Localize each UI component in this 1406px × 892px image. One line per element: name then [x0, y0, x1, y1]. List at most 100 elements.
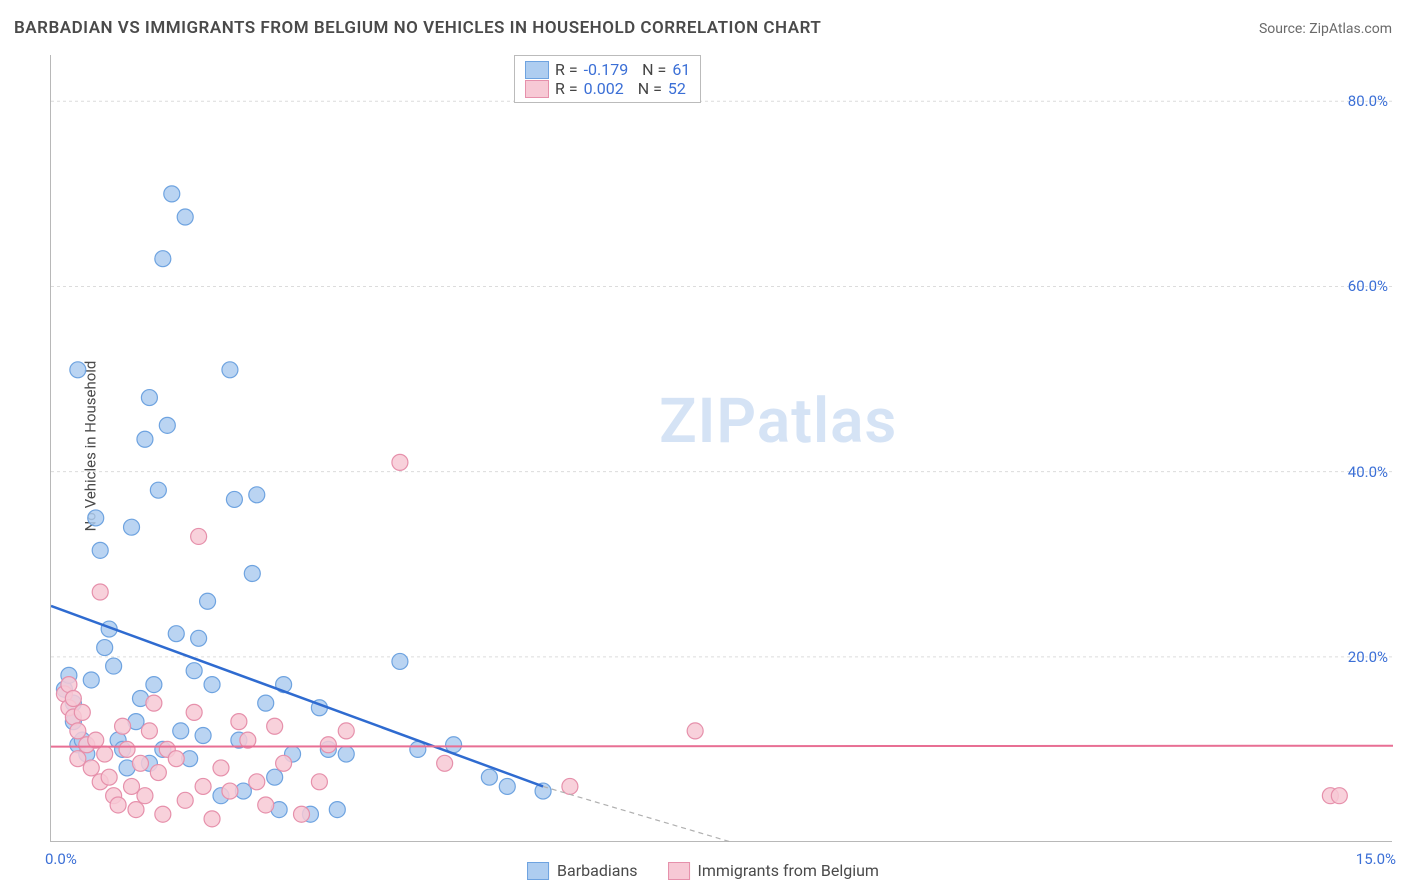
barbadians-point	[195, 728, 211, 744]
barbadians-point	[141, 390, 157, 406]
barbadians-point	[392, 653, 408, 669]
stats-box: R = -0.179 N = 61R = 0.002 N = 52	[514, 55, 701, 103]
belgium-point	[168, 751, 184, 767]
stats-row-barbadians: R = -0.179 N = 61	[525, 60, 690, 79]
belgium-point	[97, 746, 113, 762]
y-tick-label: 40.0%	[1348, 463, 1388, 481]
barbadians-point	[88, 510, 104, 526]
stat-r-value: -0.179	[584, 60, 629, 79]
y-tick-label: 80.0%	[1348, 92, 1388, 110]
barbadians-point	[159, 417, 175, 433]
barbadians-point	[97, 640, 113, 656]
barbadians-point	[92, 542, 108, 558]
belgium-point	[177, 792, 193, 808]
stats-row-belgium: R = 0.002 N = 52	[525, 79, 690, 98]
barbadians-point	[124, 519, 140, 535]
belgium-legend-swatch-icon	[668, 862, 690, 880]
belgium-point	[155, 806, 171, 822]
barbadians-point	[329, 802, 345, 818]
belgium-point	[132, 755, 148, 771]
barbadians-point	[146, 677, 162, 693]
barbadians-point	[164, 186, 180, 202]
x-tick-label: 15.0%	[1356, 850, 1396, 868]
belgium-point	[146, 695, 162, 711]
barbadians-point	[177, 209, 193, 225]
legend-item-barbadians: Barbadians	[527, 861, 638, 880]
belgium-point	[267, 718, 283, 734]
belgium-point	[65, 690, 81, 706]
barbadians-point	[258, 695, 274, 711]
belgium-point	[124, 778, 140, 794]
belgium-swatch-icon	[525, 80, 549, 98]
legend-item-belgium: Immigrants from Belgium	[668, 861, 879, 880]
plot-area: ZIPatlas R = -0.179 N = 61R = 0.002 N = …	[50, 55, 1392, 842]
belgium-point	[249, 774, 265, 790]
belgium-point	[258, 797, 274, 813]
stat-r-value: 0.002	[584, 79, 624, 98]
barbadians-point	[249, 487, 265, 503]
chart-title: BARBADIAN VS IMMIGRANTS FROM BELGIUM NO …	[14, 18, 821, 38]
legend-label: Immigrants from Belgium	[698, 861, 879, 880]
barbadians-point	[204, 677, 220, 693]
chart-header: BARBADIAN VS IMMIGRANTS FROM BELGIUM NO …	[14, 18, 1392, 38]
barbadians-point	[499, 778, 515, 794]
legend: Barbadians Immigrants from Belgium	[527, 861, 879, 880]
stat-n-label: N =	[630, 79, 662, 98]
barbadians-point	[137, 431, 153, 447]
source-label: Source: ZipAtlas.com	[1259, 21, 1392, 37]
barbadians-point	[70, 362, 86, 378]
belgium-point	[311, 774, 327, 790]
belgium-point	[204, 811, 220, 827]
barbadians-point	[200, 593, 216, 609]
y-tick-label: 20.0%	[1348, 648, 1388, 666]
belgium-point	[141, 723, 157, 739]
plot-svg	[51, 55, 1393, 842]
belgium-point	[392, 454, 408, 470]
y-tick-label: 60.0%	[1348, 277, 1388, 295]
belgium-point	[128, 802, 144, 818]
belgium-point	[1331, 788, 1347, 804]
stat-r-label: R =	[555, 79, 578, 98]
belgium-point	[294, 806, 310, 822]
stat-n-value: 61	[672, 60, 690, 79]
belgium-point	[137, 788, 153, 804]
belgium-regression-line	[51, 746, 1393, 747]
barbadians-point	[338, 746, 354, 762]
belgium-point	[320, 737, 336, 753]
barbadians-point	[244, 565, 260, 581]
belgium-point	[338, 723, 354, 739]
stat-n-value: 52	[668, 79, 686, 98]
barbadians-point	[222, 362, 238, 378]
belgium-point	[276, 755, 292, 771]
barbadians-point	[106, 658, 122, 674]
belgium-point	[70, 723, 86, 739]
barbadians-point	[168, 626, 184, 642]
barbadians-point	[173, 723, 189, 739]
belgium-point	[70, 751, 86, 767]
stat-n-label: N =	[634, 60, 666, 79]
barbadians-point	[150, 482, 166, 498]
belgium-point	[186, 704, 202, 720]
belgium-point	[74, 704, 90, 720]
belgium-point	[195, 778, 211, 794]
belgium-point	[83, 760, 99, 776]
belgium-point	[191, 528, 207, 544]
barbadians-point	[191, 630, 207, 646]
legend-label: Barbadians	[557, 861, 638, 880]
belgium-point	[213, 760, 229, 776]
belgium-point	[437, 755, 453, 771]
belgium-point	[150, 765, 166, 781]
barbadians-point	[155, 251, 171, 267]
x-tick-label: 0.0%	[45, 850, 77, 868]
belgium-point	[687, 723, 703, 739]
barbadians-point	[226, 491, 242, 507]
barbadians-swatch-icon	[525, 61, 549, 79]
belgium-point	[231, 714, 247, 730]
barbadians-point	[83, 672, 99, 688]
chart-container: BARBADIAN VS IMMIGRANTS FROM BELGIUM NO …	[0, 0, 1406, 892]
barbadians-regression-dash	[543, 786, 731, 842]
belgium-point	[92, 584, 108, 600]
belgium-point	[119, 741, 135, 757]
belgium-point	[562, 778, 578, 794]
barbadians-point	[186, 663, 202, 679]
